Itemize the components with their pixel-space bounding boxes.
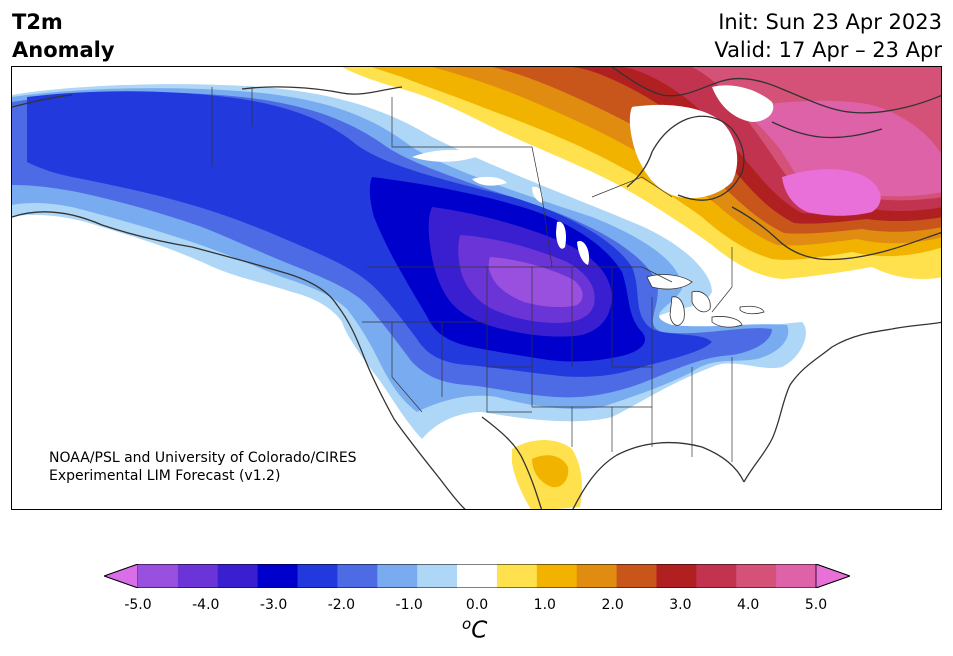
coastlines (12, 67, 941, 509)
unit-degree-symbol: o (462, 615, 472, 633)
atlantic-ocean (772, 335, 941, 509)
colorbar-segment (177, 564, 219, 588)
valid-range: Valid: 17 Apr – 23 Apr (714, 38, 942, 62)
colorbar-segment (616, 564, 657, 588)
colorbar-tick-label: 1.0 (533, 597, 556, 613)
colorbar-tick-label: 5.0 (804, 597, 828, 613)
colorbar-tick-label: -2.0 (327, 597, 356, 613)
colorbar-segment (776, 564, 817, 588)
colorbar-segment (138, 564, 179, 588)
borders (211, 87, 733, 462)
title-variable: T2m (12, 10, 63, 34)
colorbar-tick-label: 4.0 (737, 597, 760, 613)
great-lakes (646, 274, 765, 328)
colorbar-tick-label: 2.0 (601, 597, 624, 613)
canadian-arctic-water (712, 85, 774, 122)
warm-band-magenta (782, 169, 881, 216)
colorbar-segment (736, 564, 777, 588)
forecast-dates: Init: Sun 23 Apr 2023 Valid: 17 Apr – 23… (714, 8, 942, 64)
unit-celsius: C (471, 617, 488, 644)
colorbar-ticks: -5.0 -4.0 -3.0 -2.0 -1.0 0.0 1.0 2.0 3.0 4.0 5.0 (0, 597, 953, 617)
cold-band-deep-violet (488, 257, 583, 308)
colorbar-segment (377, 564, 418, 588)
colorbar-extend-low (104, 564, 139, 588)
colorbar-segment (496, 564, 538, 588)
colorbar-tick-label: -1.0 (395, 597, 423, 613)
credit-line-1: NOAA/PSL and University of Colorado/CIRE… (49, 450, 357, 466)
colorbar-segment (656, 564, 697, 588)
colorbar-tick-label: -5.0 (124, 597, 152, 613)
map-canvas (12, 67, 941, 509)
map-title: T2m Anomaly (12, 8, 115, 64)
colorbar-extend-high (815, 564, 850, 588)
colorbar-tick-label: 3.0 (669, 597, 692, 613)
title-subtitle: Anomaly (12, 38, 115, 62)
colorbar (104, 564, 850, 588)
colorbar-segment (337, 564, 378, 588)
prairie-lakes (412, 149, 590, 265)
colorbar-segment (297, 564, 338, 588)
colorbar-tick-label: 0.0 (465, 597, 489, 613)
warm-band-pink (742, 100, 941, 198)
mexico-warm-gold (532, 455, 569, 488)
colorbar-segment (257, 564, 299, 588)
colorbar-segment (696, 564, 737, 588)
colorbar-tick-label: -4.0 (192, 597, 220, 613)
colorbar-segment (576, 564, 618, 588)
data-credit: NOAA/PSL and University of Colorado/CIRE… (49, 449, 357, 485)
init-date: Init: Sun 23 Apr 2023 (718, 10, 942, 34)
colorbar-tick-label: -3.0 (259, 597, 288, 613)
temperature-anomaly-map (11, 66, 942, 510)
credit-line-2: Experimental LIM Forecast (v1.2) (49, 468, 281, 484)
gulf-of-mexico (532, 435, 761, 509)
pacific-ocean (12, 215, 461, 509)
hudson-bay (629, 104, 738, 199)
colorbar-segment (536, 564, 578, 588)
colorbar-unit: oC (462, 615, 487, 644)
colorbar-segment (417, 564, 458, 588)
colorbar-segment (217, 564, 259, 588)
colorbar-segment (457, 564, 498, 588)
